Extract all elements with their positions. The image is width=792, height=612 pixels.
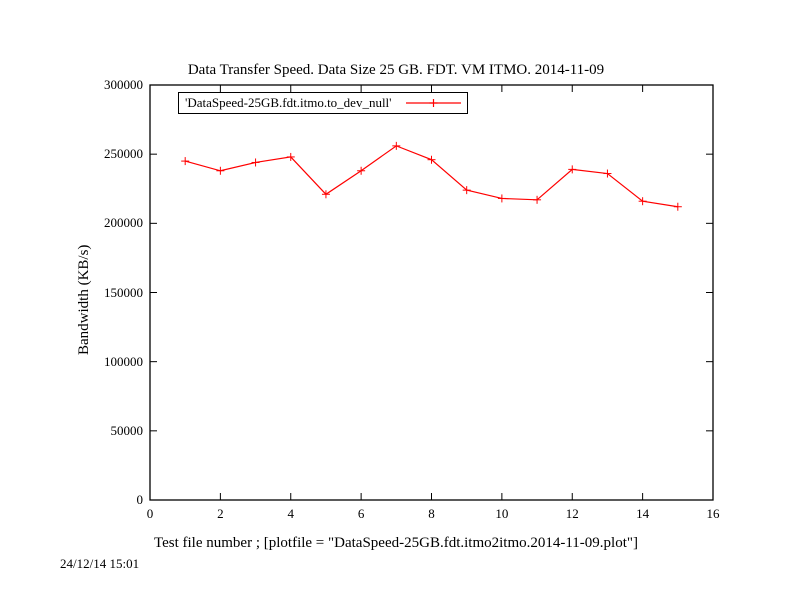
x-tick-label: 16 bbox=[693, 506, 733, 522]
x-tick-label: 4 bbox=[271, 506, 311, 522]
x-axis-label: Test file number ; [plotfile = "DataSpee… bbox=[0, 535, 792, 552]
y-tick-label: 200000 bbox=[104, 215, 143, 231]
y-axis-label: Bandwidth (KB/s) bbox=[76, 245, 93, 355]
y-tick-label: 150000 bbox=[104, 285, 143, 301]
x-tick-label: 14 bbox=[623, 506, 663, 522]
y-tick-label: 50000 bbox=[111, 423, 144, 439]
x-tick-label: 12 bbox=[552, 506, 592, 522]
x-tick-label: 2 bbox=[200, 506, 240, 522]
x-tick-label: 6 bbox=[341, 506, 381, 522]
x-tick-label: 10 bbox=[482, 506, 522, 522]
y-tick-label: 100000 bbox=[104, 354, 143, 370]
y-tick-label: 300000 bbox=[104, 77, 143, 93]
legend-label: 'DataSpeed-25GB.fdt.itmo.to_dev_null' bbox=[185, 95, 392, 111]
y-tick-label: 250000 bbox=[104, 146, 143, 162]
legend-sample bbox=[406, 96, 461, 110]
legend: 'DataSpeed-25GB.fdt.itmo.to_dev_null' bbox=[178, 92, 468, 114]
x-tick-label: 8 bbox=[412, 506, 452, 522]
timestamp: 24/12/14 15:01 bbox=[60, 556, 139, 572]
x-tick-label: 0 bbox=[130, 506, 170, 522]
plot-area bbox=[149, 84, 714, 501]
